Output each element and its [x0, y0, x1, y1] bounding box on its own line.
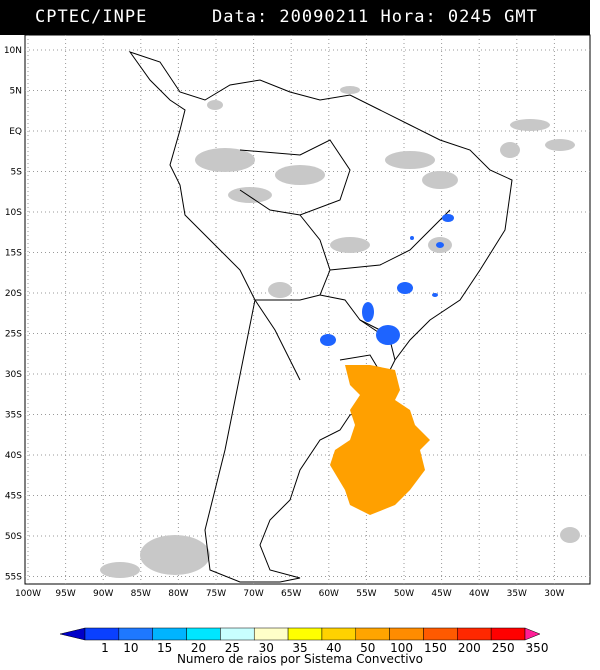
colorbar-segment [423, 627, 458, 641]
colorbar-tick: 40 [326, 641, 341, 655]
latitude-label: 25S [5, 330, 22, 340]
longitude-label: 50W [394, 589, 414, 599]
longitude-label: 95W [55, 589, 75, 599]
colorbar-segment [253, 627, 289, 641]
longitude-label: 100W [15, 589, 41, 599]
colorbar-tick: 20 [191, 641, 206, 655]
latitude-label: 35S [5, 411, 22, 421]
latitude-label: 15S [5, 249, 22, 259]
latitude-label: 55S [5, 573, 22, 583]
colorbar-tick: 25 [225, 641, 240, 655]
colorbar-segment [84, 627, 120, 641]
longitude-label: 70W [243, 589, 263, 599]
longitude-label: 85W [131, 589, 151, 599]
longitude-label: 65W [281, 589, 301, 599]
orange-storm-system [330, 365, 430, 515]
colorbar-tick: 30 [259, 641, 274, 655]
colorbar-segment [321, 627, 357, 641]
latitude-label: 5N [10, 87, 22, 97]
longitude-label: 45W [431, 589, 451, 599]
longitude-label: 30W [544, 589, 564, 599]
map-frame [24, 34, 591, 585]
colorbar-segment [152, 627, 187, 641]
colorbar-tick: 250 [492, 641, 515, 655]
colorbar-tick: 15 [157, 641, 172, 655]
colorbar-tick: 1 [101, 641, 109, 655]
latitude-label: 40S [5, 451, 22, 461]
map-header: CPTEC/INPE Data: 20090211 Hora: 0245 GMT [0, 0, 590, 35]
colorbar-segment [220, 627, 255, 641]
latitude-label: 5S [11, 168, 23, 178]
latitude-label: 30S [5, 370, 22, 380]
latitude-label: 20S [5, 289, 22, 299]
colorbar-tick-labels: 1 10 15 20 25 30 35 40 50 100 150 200 250 350 [101, 641, 548, 655]
colorbar-segment [186, 627, 221, 641]
latitude-labels: 10N 5N EQ 5S 10S 15S 20S 25S 30S 35S 40S 45S 50S 55S [4, 46, 22, 583]
colorbar-segment [287, 627, 323, 641]
colorbar-tick: 350 [526, 641, 549, 655]
latitude-label: 10N [4, 46, 22, 56]
colorbar [59, 627, 541, 641]
colorbar-tick: 150 [424, 641, 447, 655]
colorbar-segment [524, 627, 541, 641]
colorbar-tick: 35 [292, 641, 307, 655]
source-label: CPTEC/INPE [35, 7, 148, 27]
latitude-label: 50S [5, 532, 22, 542]
longitude-label: 80W [168, 589, 188, 599]
latitude-label: 10S [5, 208, 22, 218]
longitude-label: 60W [319, 589, 339, 599]
longitude-label: 90W [93, 589, 113, 599]
cloud-cover [100, 86, 580, 578]
colorbar-segment [457, 627, 492, 641]
colorbar-segment [490, 627, 526, 641]
coastline [128, 51, 513, 583]
colorbar-tick: 100 [390, 641, 413, 655]
longitude-labels: 100W 95W 90W 85W 80W 75W 70W 65W 60W 55W 50W 45W 40W… [15, 589, 565, 599]
colorbar-segment [389, 627, 424, 641]
colorbar-tick: 10 [123, 641, 138, 655]
colorbar-tick: 200 [458, 641, 481, 655]
colorbar-title: Numero de raios por Sistema Convectivo [176, 652, 424, 666]
longitude-label: 75W [206, 589, 226, 599]
colorbar-tick: 50 [360, 641, 375, 655]
blue-storm-cells [320, 214, 454, 346]
longitude-label: 55W [356, 589, 376, 599]
longitude-label: 35W [507, 589, 527, 599]
colorbar-segment [355, 627, 390, 641]
latitude-label: 45S [5, 492, 22, 502]
colorbar-segment [59, 627, 86, 641]
longitude-label: 40W [469, 589, 489, 599]
colorbar-segment [118, 627, 153, 641]
timestamp-label: Data: 20090211 Hora: 0245 GMT [212, 7, 538, 27]
latitude-label: EQ [9, 127, 22, 137]
